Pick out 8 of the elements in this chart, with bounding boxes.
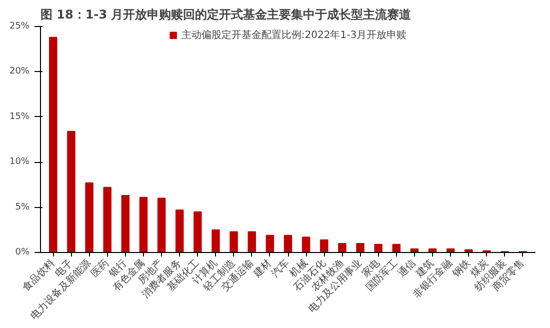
y-tick-label: 15% bbox=[9, 112, 30, 122]
y-tick-label: 0% bbox=[15, 248, 30, 258]
chart-title: 图 18：1-3 月开放申购赎回的定开式基金主要集中于成长型主流赛道 bbox=[40, 8, 412, 22]
y-tick-label: 10% bbox=[9, 157, 30, 168]
y-tick-label: 25% bbox=[9, 22, 30, 32]
legend-label: 主动偏股定开基金配置比例:2022年1-3月开放申赎 bbox=[181, 28, 407, 42]
y-tick-label: 5% bbox=[15, 202, 30, 212]
y-tick-label: 20% bbox=[9, 66, 30, 77]
